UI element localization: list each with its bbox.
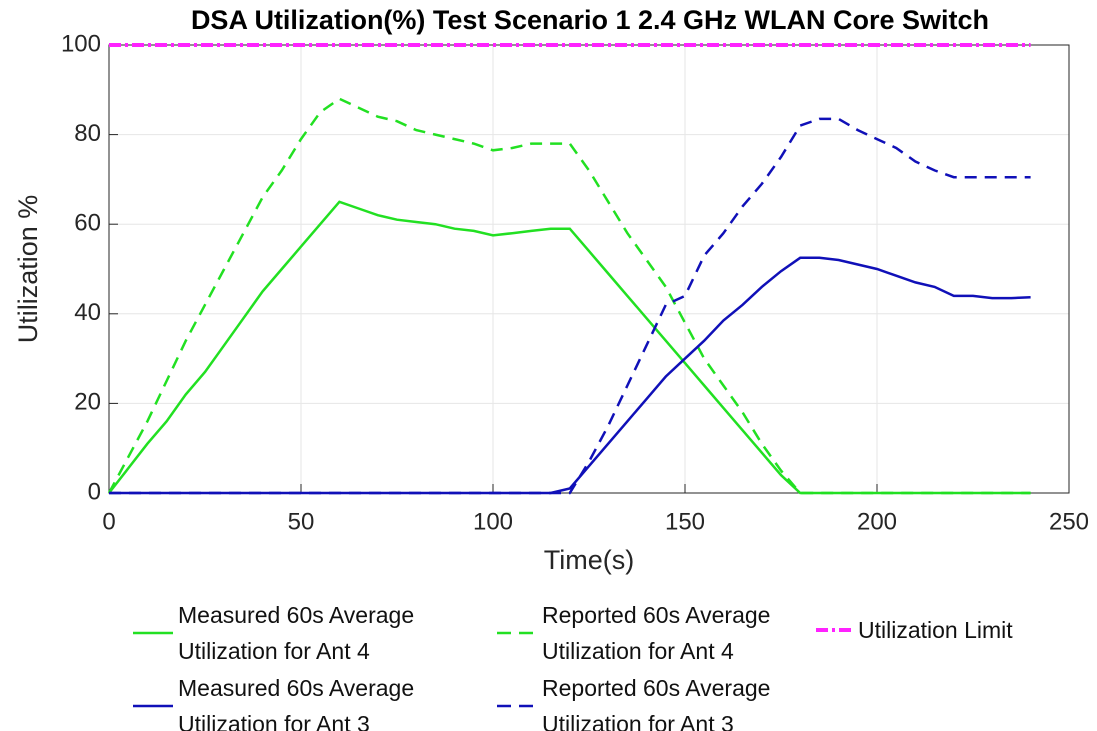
series-line	[109, 117, 1031, 495]
y-tick-label: 80	[74, 120, 101, 147]
y-tick-label: 20	[74, 389, 101, 416]
x-tick-label: 0	[102, 508, 115, 535]
series-line	[109, 256, 1031, 495]
legend-label: Reported 60s Average Utilization for Ant…	[542, 675, 771, 731]
x-tick-label: 50	[288, 508, 315, 535]
plot-frame	[108, 44, 1070, 494]
x-tick-label: 250	[1049, 508, 1089, 535]
series-line	[108, 200, 1031, 495]
x-tick-label: 200	[857, 508, 897, 535]
x-tick-label: 150	[665, 508, 705, 535]
legend-label: Reported 60s Average Utilization for Ant…	[542, 602, 771, 664]
y-tick-label: 60	[74, 210, 101, 237]
legend-label: Measured 60s Average Utilization for Ant…	[178, 675, 415, 731]
series-line	[107, 97, 1031, 495]
legend-label: Utilization Limit	[858, 617, 1013, 643]
y-tick-label: 100	[61, 30, 101, 57]
x-axis-label: Time(s)	[544, 545, 634, 575]
x-tick-label: 100	[473, 508, 513, 535]
legend-label: Measured 60s Average Utilization for Ant…	[178, 602, 415, 664]
chart-title: DSA Utilization(%) Test Scenario 1 2.4 G…	[191, 5, 989, 35]
y-tick-label: 40	[74, 299, 101, 326]
y-tick-label: 0	[88, 478, 101, 505]
y-axis-label: Utilization %	[13, 195, 43, 344]
